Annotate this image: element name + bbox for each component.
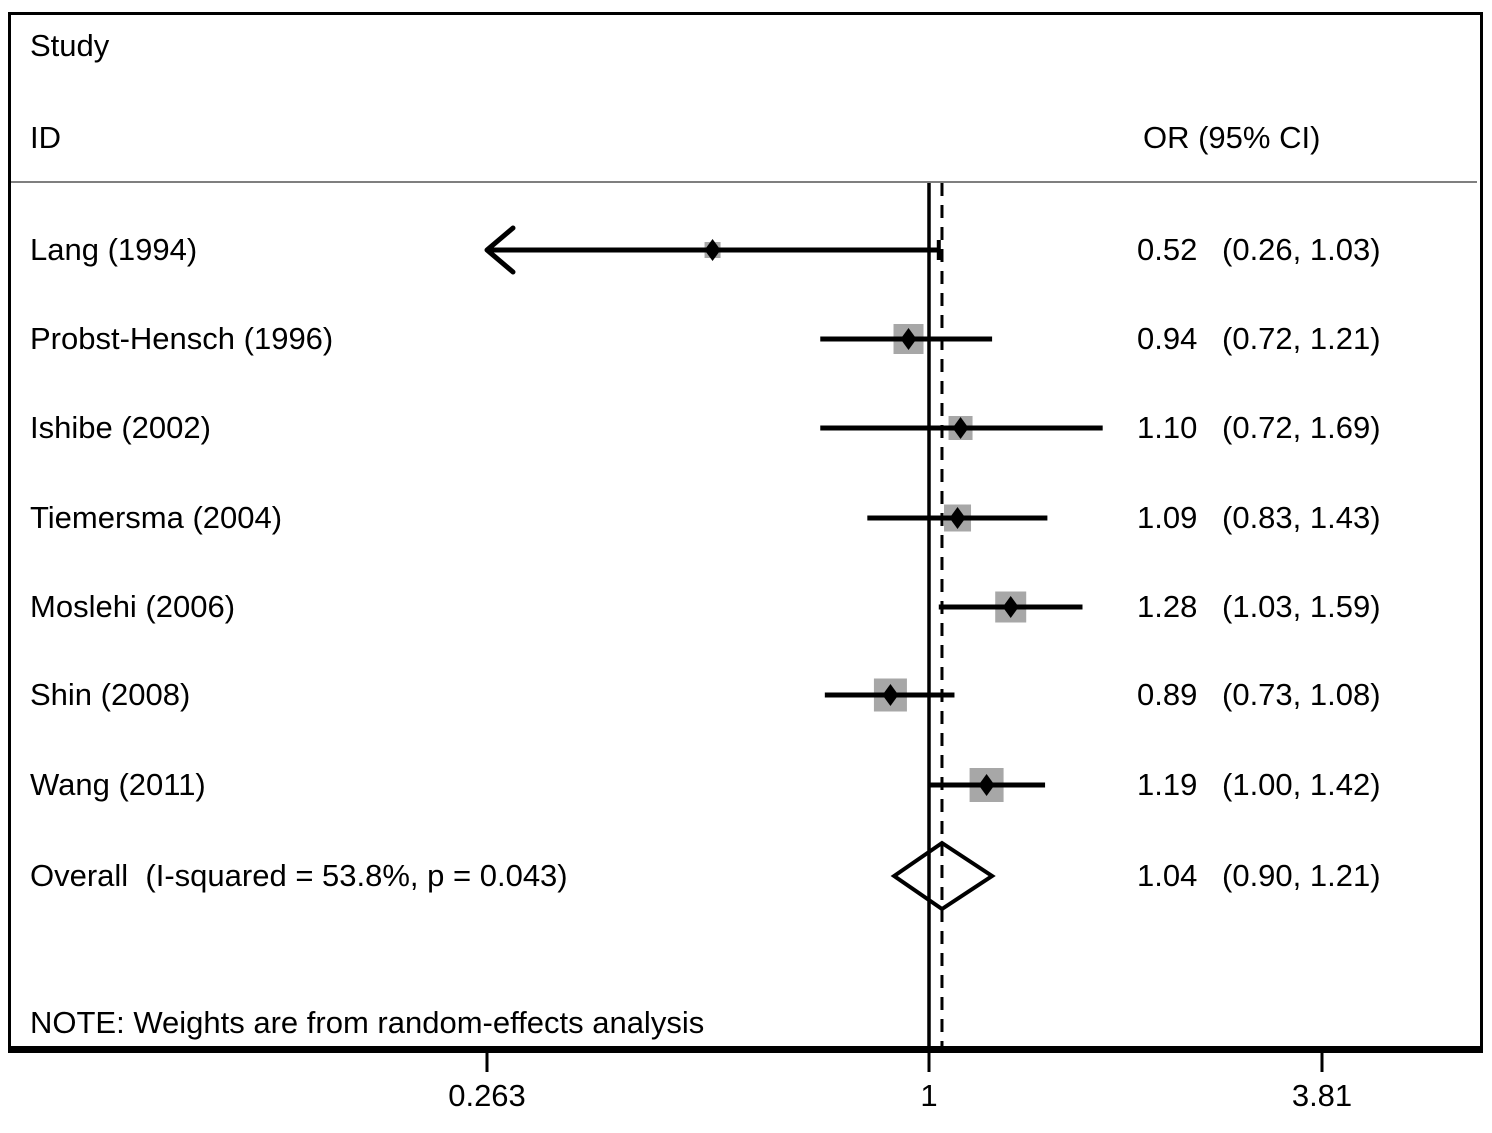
axis-tick-label: 0.263 [448, 1078, 526, 1113]
study-or-value: 1.28 [1137, 589, 1198, 625]
study-ci-value: (0.26, 1.03) [1222, 232, 1381, 268]
header-separator-line [11, 181, 1477, 183]
study-label: Wang (2011) [30, 767, 206, 803]
overall-ci-value: (0.90, 1.21) [1222, 858, 1381, 894]
study-ci-value: (0.83, 1.43) [1222, 500, 1381, 536]
overall-diamond [890, 840, 996, 912]
study-or-value: 1.09 [1137, 500, 1198, 536]
study-or-value: 1.10 [1137, 410, 1198, 446]
point-marker [882, 684, 899, 706]
point-marker [949, 507, 966, 529]
point-marker [900, 328, 917, 350]
study-ci-value: (0.72, 1.69) [1222, 410, 1381, 446]
study-label: Lang (1994) [30, 232, 198, 268]
overall-or-value: 1.04 [1137, 858, 1198, 894]
axis-tick-label: 1 [920, 1078, 938, 1113]
column-header-id: ID [30, 120, 61, 155]
study-label: Shin (2008) [30, 677, 191, 713]
point-marker [952, 417, 969, 439]
study-label: Ishibe (2002) [30, 410, 211, 446]
study-or-value: 0.94 [1137, 321, 1198, 357]
point-marker [1002, 596, 1019, 618]
note-text: NOTE: Weights are from random-effects an… [30, 1005, 705, 1040]
column-header-or-ci: OR (95% CI) [1143, 120, 1321, 155]
study-ci-value: (0.73, 1.08) [1222, 677, 1381, 713]
study-or-value: 1.19 [1137, 767, 1198, 803]
overall-label: Overall (I-squared = 53.8%, p = 0.043) [30, 858, 568, 894]
arrow-head [484, 225, 516, 275]
study-label: Moslehi (2006) [30, 589, 236, 625]
study-ci-value: (1.03, 1.59) [1222, 589, 1381, 625]
column-header-study: Study [30, 28, 110, 63]
study-label: Probst-Hensch (1996) [30, 321, 334, 357]
study-ci-value: (1.00, 1.42) [1222, 767, 1381, 803]
study-label: Tiemersma (2004) [30, 500, 283, 536]
study-ci-value: (0.72, 1.21) [1222, 321, 1381, 357]
study-or-value: 0.89 [1137, 677, 1198, 713]
study-or-value: 0.52 [1137, 232, 1198, 268]
point-marker [704, 239, 721, 261]
plot-border [8, 12, 1483, 1053]
point-marker [978, 774, 995, 796]
axis-tick-label: 3.81 [1291, 1078, 1353, 1113]
